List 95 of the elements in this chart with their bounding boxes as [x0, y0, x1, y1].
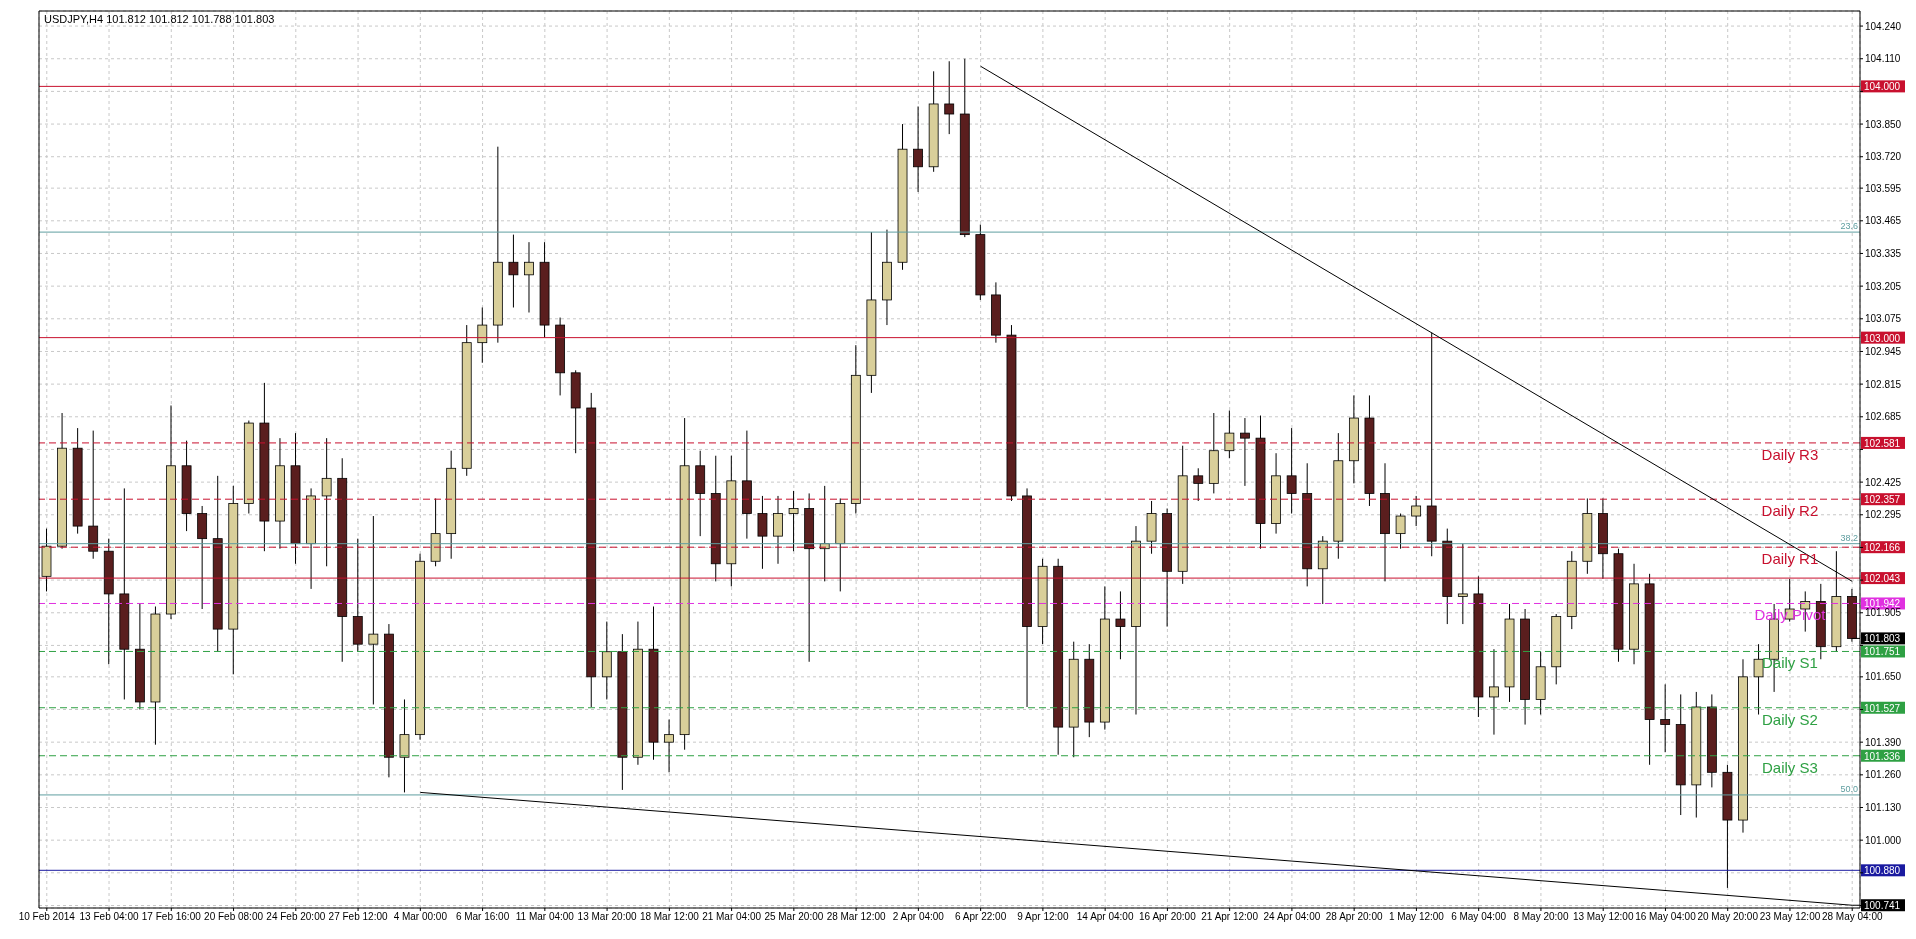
x-tick-label: 13 May 12:00 — [1572, 911, 1634, 923]
candlestick — [773, 495, 783, 565]
x-tick-label: 1 May 12:00 — [1388, 911, 1445, 923]
x-tick-label: 16 Apr 20:00 — [1139, 911, 1197, 923]
y-tick-label: 101.130 — [1865, 802, 1902, 814]
candlestick — [1457, 543, 1468, 625]
candlestick — [1286, 427, 1297, 515]
annotation: 50.0 — [1840, 783, 1858, 794]
candlestick — [321, 437, 332, 567]
annotation: Daily R3 — [1761, 445, 1819, 463]
y-tick-label: 101.650 — [1865, 671, 1902, 683]
x-tick-label: 6 Mar 16:00 — [455, 911, 510, 923]
annotation: 100.741 — [1864, 900, 1901, 912]
ref-line-label: 103.000 — [1864, 332, 1901, 344]
y-tick-label: 103.205 — [1865, 280, 1902, 292]
x-tick-label: 10 Feb 2014 — [18, 911, 76, 923]
y-tick-label: 101.390 — [1865, 736, 1902, 748]
candlestick — [1395, 513, 1406, 550]
x-tick-label: 27 Feb 12:00 — [328, 911, 388, 923]
candlestick — [368, 515, 379, 705]
y-tick-label: 103.595 — [1865, 182, 1902, 194]
y-tick-label: 104.240 — [1865, 20, 1902, 32]
x-tick-label: 20 May 20:00 — [1697, 911, 1759, 923]
y-tick-label: 103.335 — [1865, 248, 1902, 260]
x-tick-label: 4 Mar 00:00 — [393, 911, 448, 923]
y-tick-label: 101.260 — [1865, 769, 1902, 781]
candlestick — [1224, 410, 1235, 459]
x-tick-label: 14 Apr 04:00 — [1076, 911, 1134, 923]
y-tick-label: 101.905 — [1865, 607, 1902, 619]
y-tick-label: 102.295 — [1865, 509, 1902, 521]
ref-line-label: 102.166 — [1864, 542, 1901, 554]
candlestick — [1753, 643, 1764, 716]
candlestick — [788, 490, 799, 552]
y-tick-label: 102.425 — [1865, 476, 1902, 488]
x-tick-label: 18 Mar 12:00 — [639, 911, 700, 923]
x-tick-label: 21 Apr 12:00 — [1201, 911, 1259, 923]
candlestick — [1115, 590, 1126, 660]
candlestick — [1411, 495, 1422, 527]
candlestick — [399, 698, 410, 793]
ref-line-label: 104.000 — [1864, 81, 1901, 93]
x-tick-label: 24 Apr 04:00 — [1263, 911, 1321, 923]
ref-line-label: 101.336 — [1864, 750, 1901, 762]
candlestick — [944, 60, 955, 135]
y-tick-label: 103.850 — [1865, 118, 1902, 130]
candlestick — [1660, 683, 1671, 753]
annotation: Daily S3 — [1762, 758, 1818, 776]
annotation: 38.2 — [1840, 532, 1858, 543]
y-tick-label: 103.075 — [1865, 313, 1902, 325]
y-tick-label: 103.720 — [1865, 151, 1902, 163]
x-tick-label: 13 Feb 04:00 — [79, 911, 139, 923]
candlestick — [1193, 467, 1204, 502]
ref-line-label: 101.942 — [1864, 598, 1901, 610]
ref-line-label: 102.581 — [1864, 437, 1901, 449]
candlestick — [913, 105, 923, 193]
annotation: 23.6 — [1840, 221, 1858, 232]
x-tick-label: 13 Mar 20:00 — [577, 911, 637, 923]
candlestick — [1240, 417, 1250, 487]
annotation: Daily R1 — [1761, 550, 1819, 568]
candlestick — [477, 306, 488, 364]
ref-line-label: 100.880 — [1864, 865, 1901, 877]
y-tick-label: 102.685 — [1865, 411, 1902, 423]
x-tick-label: 28 Mar 12:00 — [826, 911, 887, 923]
x-tick-label: 6 May 04:00 — [1451, 911, 1507, 923]
annotation: Daily S2 — [1762, 710, 1818, 728]
y-tick-label: 102.945 — [1865, 346, 1902, 358]
candlestick — [508, 234, 519, 308]
x-tick-label: 24 Feb 20:00 — [266, 911, 326, 923]
x-tick-label: 21 Mar 04:00 — [702, 911, 762, 923]
chart-title: USDJPY,H4 101.812 101.812 101.788 101.803 — [44, 13, 275, 25]
candlestick — [757, 495, 768, 570]
y-tick-label: 103.465 — [1865, 215, 1902, 227]
y-tick-label: 101.000 — [1865, 834, 1902, 846]
annotation: 101.803 — [1864, 633, 1901, 645]
annotation: Daily R2 — [1761, 502, 1819, 520]
x-tick-label: 28 May 04:00 — [1821, 911, 1883, 923]
x-tick-label: 9 Apr 12:00 — [1017, 911, 1069, 923]
x-tick-label: 6 Apr 22:00 — [955, 911, 1007, 923]
x-tick-label: 20 Feb 08:00 — [204, 911, 264, 923]
ref-line-label: 101.751 — [1864, 646, 1901, 658]
ref-line-label: 102.357 — [1864, 494, 1901, 506]
y-tick-label: 102.815 — [1865, 378, 1902, 390]
x-tick-label: 2 Apr 04:00 — [892, 911, 945, 923]
ref-line-label: 101.527 — [1864, 702, 1901, 714]
y-tick-label: 104.110 — [1865, 53, 1901, 65]
x-tick-label: 25 Mar 20:00 — [764, 911, 824, 923]
x-tick-label: 23 May 12:00 — [1759, 911, 1821, 923]
candlestick — [1489, 648, 1499, 736]
x-tick-label: 8 May 20:00 — [1513, 911, 1569, 923]
ref-line-label: 102.043 — [1864, 573, 1901, 585]
candlestick — [664, 719, 674, 773]
x-tick-label: 16 May 04:00 — [1635, 911, 1697, 923]
candlestick — [524, 241, 534, 314]
x-tick-label: 11 Mar 04:00 — [515, 911, 575, 923]
x-tick-label: 28 Apr 20:00 — [1325, 911, 1383, 923]
x-tick-label: 17 Feb 16:00 — [141, 911, 202, 923]
